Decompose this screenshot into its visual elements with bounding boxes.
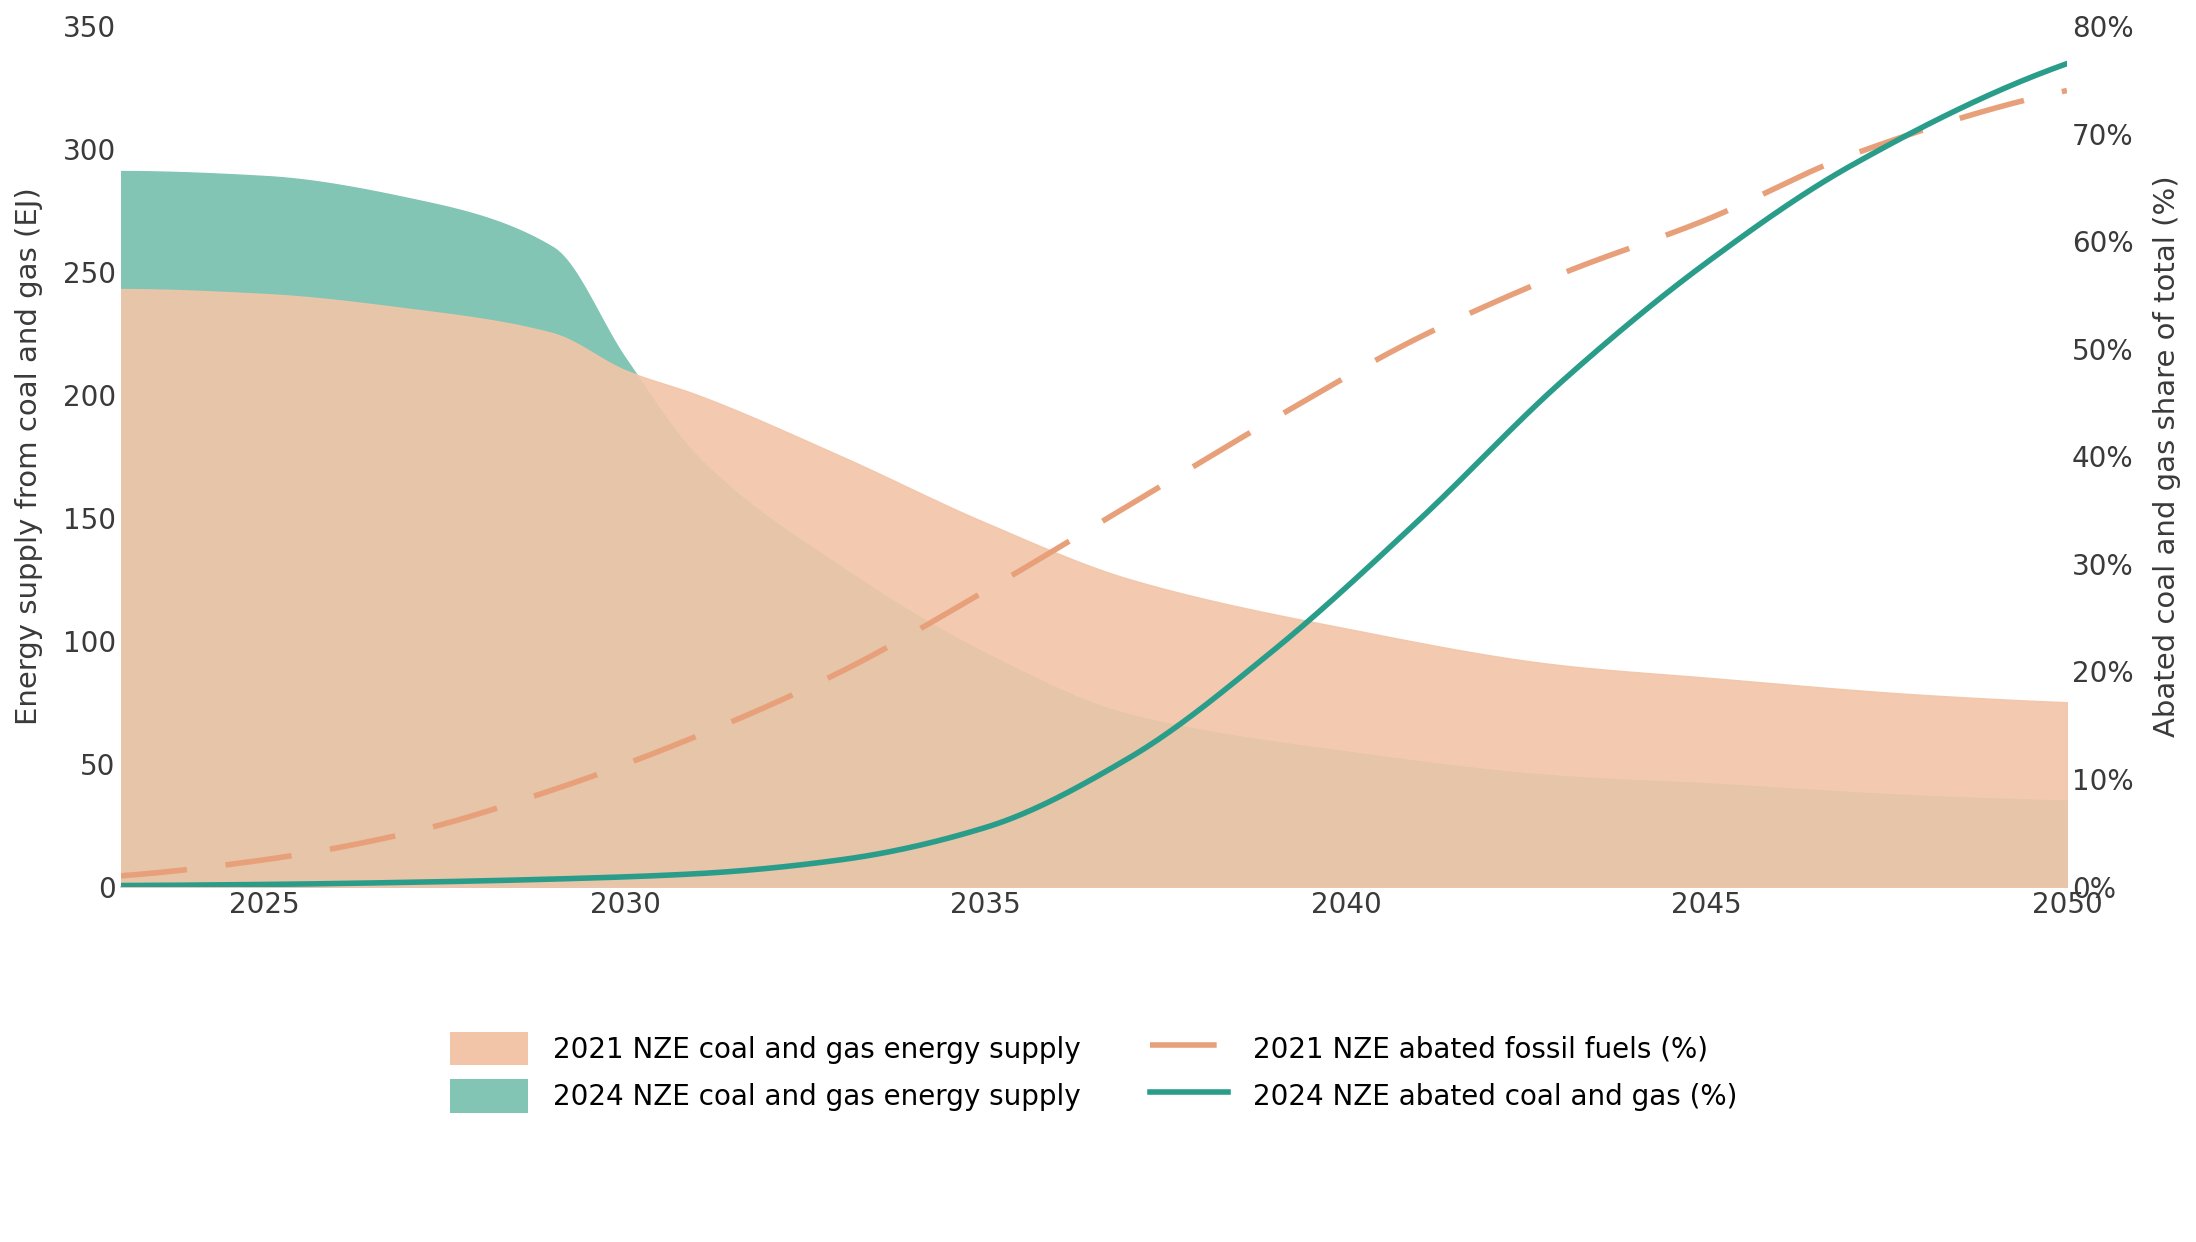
Y-axis label: Energy supply from coal and gas (EJ): Energy supply from coal and gas (EJ) [15,188,44,725]
Legend: 2021 NZE coal and gas energy supply, 2024 NZE coal and gas energy supply, 2021 N: 2021 NZE coal and gas energy supply, 202… [422,1004,1766,1141]
Y-axis label: Abated coal and gas share of total (%): Abated coal and gas share of total (%) [2152,175,2181,737]
